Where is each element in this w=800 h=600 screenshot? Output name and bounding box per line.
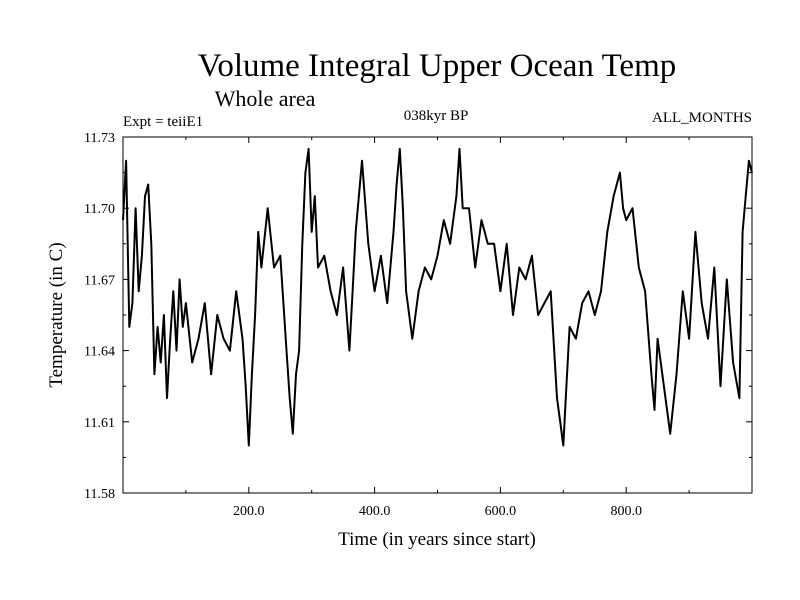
y-tick-label: 11.64	[84, 345, 115, 360]
period-label: 038kyr BP	[404, 108, 469, 124]
experiment-label: Expt = teiiE1	[123, 114, 203, 130]
x-tick-label: 600.0	[485, 504, 517, 519]
y-tick-label: 11.58	[84, 487, 115, 502]
x-tick-label: 800.0	[610, 504, 642, 519]
y-tick-label: 11.70	[84, 202, 115, 217]
y-axis: 11.58 11.61 11.64 11.67 11.70 11.73	[84, 131, 752, 502]
y-tick-label: 11.73	[84, 131, 115, 146]
chart-subtitle: Whole area	[215, 86, 316, 111]
x-tick-label: 400.0	[359, 504, 391, 519]
y-tick-label: 11.61	[84, 416, 115, 431]
x-tick-label: 200.0	[233, 504, 265, 519]
x-axis-label: Time (in years since start)	[338, 529, 536, 550]
months-label: ALL_MONTHS	[652, 110, 752, 126]
y-tick-label: 11.67	[84, 273, 115, 288]
y-axis-label: Temperature (in C)	[46, 242, 67, 387]
x-axis: 200.0 400.0 600.0 800.0	[185, 137, 690, 519]
series-group	[122, 147, 753, 447]
chart-title: Volume Integral Upper Ocean Temp	[198, 48, 676, 84]
series-line	[122, 147, 753, 447]
